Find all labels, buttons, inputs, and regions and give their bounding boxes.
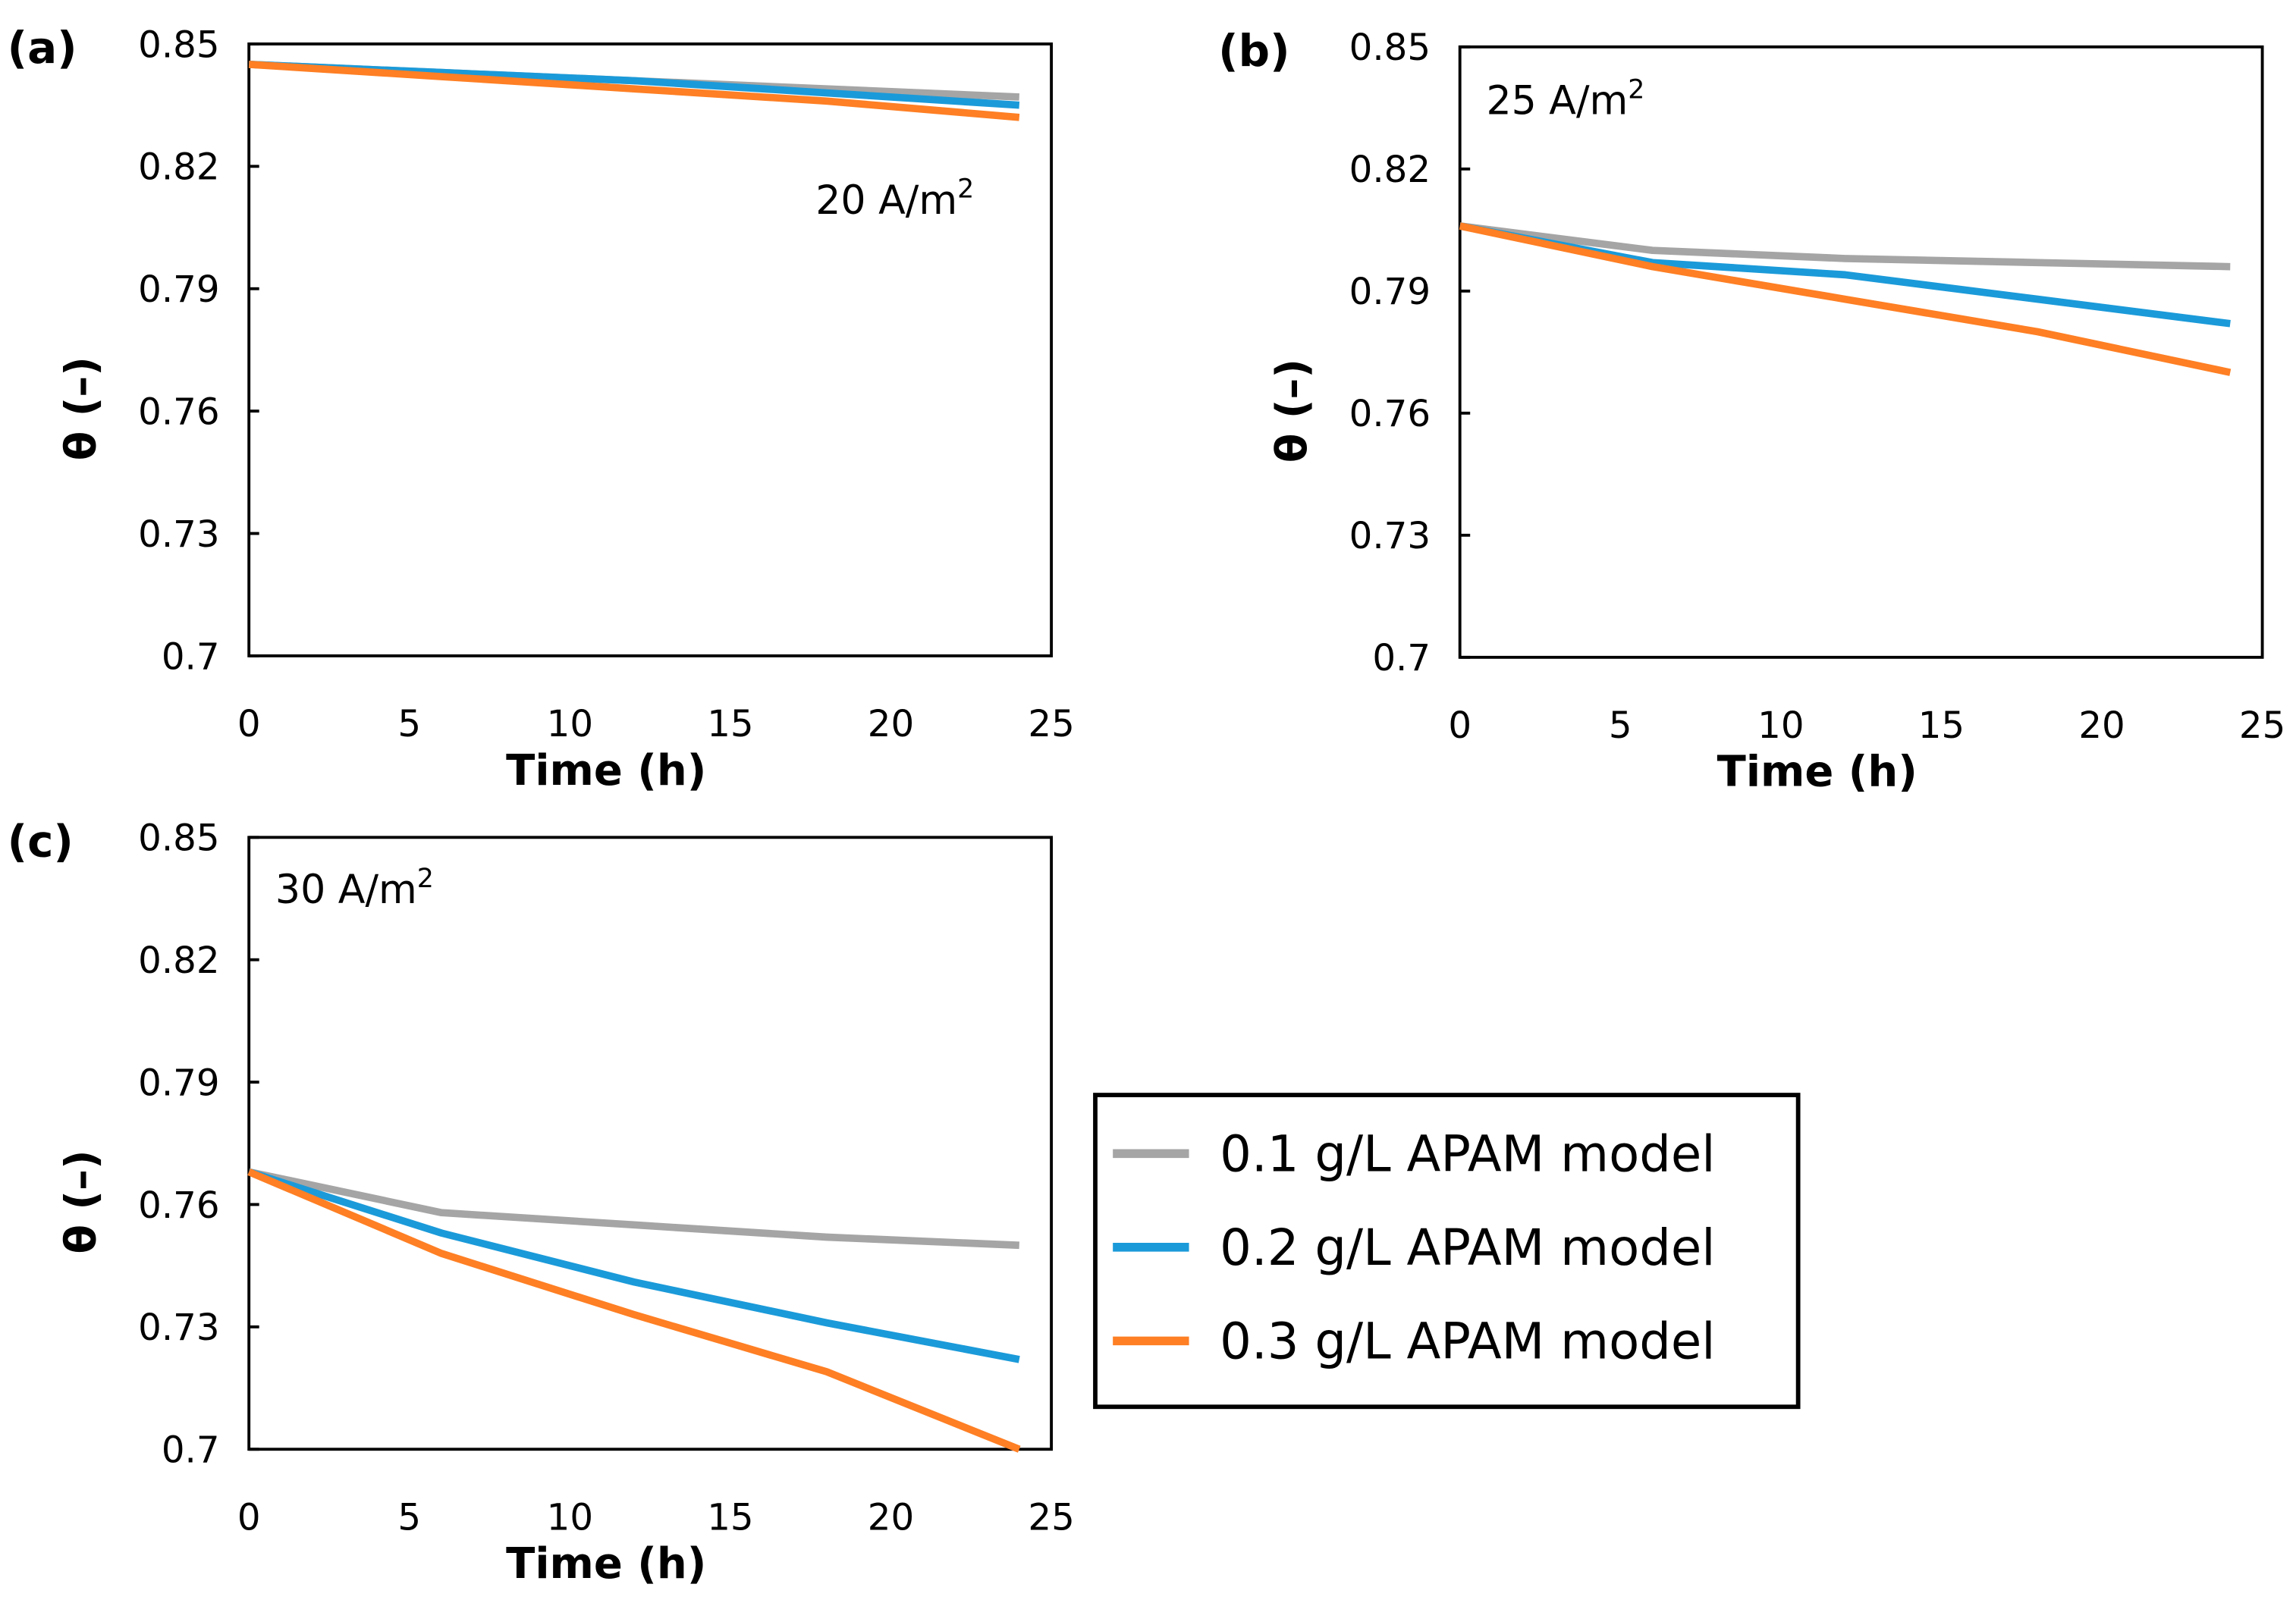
x-axis-title: Time (h): [506, 746, 706, 795]
y-tick-label: 0.7: [162, 635, 220, 678]
current-density-annotation: 20 A/m2: [815, 174, 974, 224]
y-tick-label: 0.85: [138, 817, 219, 860]
x-tick-label: 20: [868, 703, 914, 745]
annotation-superscript: 2: [417, 864, 434, 894]
y-axis-title: θ (–): [56, 356, 105, 460]
legend-box: [1093, 1093, 1801, 1410]
y-tick-label: 0.76: [138, 1184, 219, 1227]
current-density-annotation: 30 A/m2: [275, 864, 434, 913]
y-tick-label: 0.7: [162, 1429, 220, 1472]
y-tick-label: 0.85: [138, 24, 219, 66]
series-line-1: [1459, 222, 2231, 271]
x-tick-label: 25: [2239, 704, 2285, 747]
x-tick-label: 0: [1448, 704, 1472, 747]
x-tick-label: 5: [397, 1496, 421, 1539]
panel-b: 0.7 0.73 0.76 0.79 0.82 0.85 0 5 10 15 20 25 Time (h…: [1218, 25, 2285, 797]
x-tick-label: 15: [707, 1496, 753, 1539]
x-axis-title: Time (h): [1717, 748, 1918, 797]
series-line-1: [248, 1168, 1019, 1250]
y-axis-title: θ (–): [56, 1150, 105, 1253]
panel-label: (c): [8, 815, 74, 867]
x-tick-label: 15: [707, 703, 753, 745]
plot-frame: [247, 42, 1054, 657]
y-tick-label: 0.82: [1349, 149, 1431, 191]
legend-label-3: 0.3 g/L APAM model: [1220, 1313, 1715, 1371]
y-tick-label: 0.73: [138, 513, 219, 556]
y-tick-label: 0.79: [1349, 271, 1431, 313]
x-tick-label: 5: [397, 703, 421, 745]
x-axis-title: Time (h): [506, 1539, 706, 1589]
x-tick-label: 10: [547, 703, 593, 745]
series-line-3: [248, 61, 1020, 121]
y-tick-label: 0.82: [138, 146, 219, 189]
y-axis-title: θ (–): [1267, 359, 1317, 463]
y-tick-label: 0.79: [138, 268, 219, 311]
x-tick-label: 25: [1028, 1496, 1074, 1539]
legend-label-1: 0.1 g/L APAM model: [1220, 1125, 1715, 1183]
legend: 0.1 g/L APAM model 0.2 g/L APAM model 0.3 …: [1093, 1093, 1801, 1410]
y-tick-label: 0.85: [1349, 27, 1431, 69]
x-tick-label: 15: [1918, 704, 1965, 747]
series-line-2: [247, 1168, 1020, 1363]
current-density-annotation: 25 A/m2: [1486, 74, 1644, 124]
y-tick-label: 0.76: [1349, 393, 1431, 435]
plot-frame: [247, 836, 1054, 1451]
y-tick-label: 0.82: [138, 940, 219, 982]
x-tick-label: 25: [1028, 703, 1074, 745]
panel-c: 0.7 0.73 0.76 0.79 0.82 0.85 0 5 10 15 20 25 Time (h…: [8, 815, 1075, 1589]
x-tick-label: 0: [237, 703, 261, 745]
series-line-3: [247, 1168, 1021, 1453]
y-tick-label: 0.76: [138, 391, 219, 434]
y-tick-label: 0.7: [1372, 637, 1431, 679]
plot-frame: [1458, 45, 2264, 659]
y-tick-label: 0.73: [138, 1307, 219, 1349]
x-tick-label: 0: [237, 1496, 261, 1539]
x-tick-label: 10: [1757, 704, 1804, 747]
x-tick-label: 10: [547, 1496, 593, 1539]
series-line-3: [1459, 222, 2232, 376]
x-tick-label: 20: [2078, 704, 2125, 747]
annotation-superscript: 2: [1628, 74, 1644, 105]
x-tick-label: 20: [868, 1496, 914, 1539]
x-tick-label: 5: [1609, 704, 1632, 747]
annotation-superscript: 2: [957, 174, 974, 205]
panel-label: (b): [1218, 25, 1289, 77]
panel-label: (a): [8, 22, 77, 74]
panel-a: 0.7 0.73 0.76 0.79 0.82 0.85 0 5 10 15 20 25 Time (h…: [8, 22, 1075, 795]
y-tick-label: 0.79: [138, 1062, 219, 1104]
y-tick-label: 0.73: [1349, 515, 1431, 557]
legend-label-2: 0.2 g/L APAM model: [1220, 1219, 1715, 1277]
